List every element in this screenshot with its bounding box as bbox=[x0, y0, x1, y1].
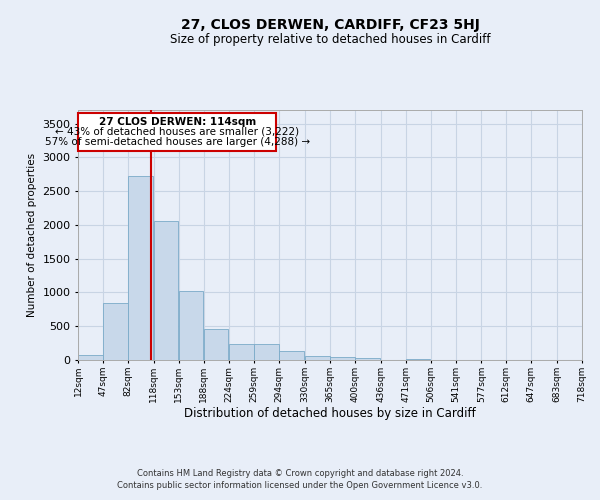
Text: Size of property relative to detached houses in Cardiff: Size of property relative to detached ho… bbox=[170, 32, 490, 46]
Bar bbox=[128, 176, 152, 360]
Bar bbox=[78, 112, 277, 151]
Bar bbox=[355, 358, 380, 360]
Text: 57% of semi-detached houses are larger (4,288) →: 57% of semi-detached houses are larger (… bbox=[44, 137, 310, 147]
Bar bbox=[305, 356, 329, 360]
Bar bbox=[406, 358, 430, 360]
Bar bbox=[203, 329, 228, 360]
Text: 27, CLOS DERWEN, CARDIFF, CF23 5HJ: 27, CLOS DERWEN, CARDIFF, CF23 5HJ bbox=[181, 18, 479, 32]
Bar bbox=[179, 291, 203, 360]
Text: Contains HM Land Registry data © Crown copyright and database right 2024.: Contains HM Land Registry data © Crown c… bbox=[137, 468, 463, 477]
Bar bbox=[280, 350, 304, 360]
Bar bbox=[330, 356, 355, 360]
Text: Contains public sector information licensed under the Open Government Licence v3: Contains public sector information licen… bbox=[118, 481, 482, 490]
Bar bbox=[103, 302, 128, 360]
Y-axis label: Number of detached properties: Number of detached properties bbox=[26, 153, 37, 317]
Bar bbox=[78, 356, 103, 360]
Text: 27 CLOS DERWEN: 114sqm: 27 CLOS DERWEN: 114sqm bbox=[98, 118, 256, 128]
X-axis label: Distribution of detached houses by size in Cardiff: Distribution of detached houses by size … bbox=[184, 408, 476, 420]
Bar bbox=[154, 221, 178, 360]
Bar bbox=[254, 344, 279, 360]
Text: ← 43% of detached houses are smaller (3,222): ← 43% of detached houses are smaller (3,… bbox=[55, 127, 299, 137]
Bar bbox=[229, 344, 254, 360]
